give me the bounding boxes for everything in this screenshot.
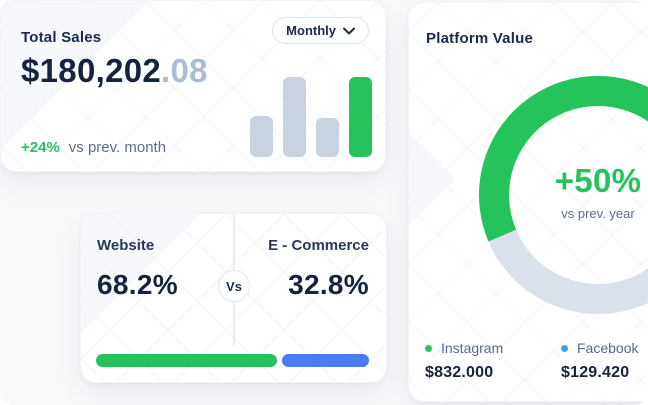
card-title: Total Sales bbox=[21, 29, 102, 47]
website-label: Website bbox=[97, 237, 155, 254]
facebook-label: Facebook bbox=[577, 340, 639, 356]
channel-comparison-card: Website 68.2% Vs E - Commerce 32.8% bbox=[80, 213, 387, 383]
ecommerce-stat: E - Commerce 32.8% bbox=[268, 238, 369, 301]
mini-bar bbox=[283, 77, 306, 157]
instagram-dot-icon bbox=[425, 344, 432, 352]
total-sales-card: Total Sales Monthly $180,202.08 +24% vs … bbox=[0, 0, 386, 172]
ecommerce-value: 32.8% bbox=[288, 269, 369, 300]
total-sales-amount: $180,202.08 bbox=[21, 49, 208, 93]
website-share-bar bbox=[96, 354, 277, 367]
period-dropdown[interactable]: Monthly bbox=[272, 17, 369, 44]
period-dropdown-value: Monthly bbox=[286, 23, 336, 38]
instagram-value: $832.000 bbox=[425, 364, 494, 381]
website-stat: Website 68.2% bbox=[97, 238, 178, 301]
ecommerce-label: E - Commerce bbox=[268, 237, 369, 254]
delta-badge: +24% bbox=[21, 139, 60, 156]
share-split-bar-chart bbox=[96, 354, 369, 367]
legend-facebook: Facebook $129.420 bbox=[561, 339, 638, 382]
card-title: Platform Value bbox=[426, 30, 534, 48]
delta-row: +24% vs prev. month bbox=[21, 139, 166, 156]
sales-mini-bar-chart bbox=[250, 73, 372, 157]
mini-bar bbox=[349, 77, 372, 157]
vs-badge: Vs bbox=[218, 270, 250, 302]
chevron-down-icon bbox=[343, 27, 355, 34]
mini-bar bbox=[316, 118, 339, 157]
delta-caption: vs prev. month bbox=[68, 139, 167, 156]
ecommerce-share-bar bbox=[281, 354, 369, 367]
growth-caption: vs prev. year bbox=[561, 206, 635, 221]
facebook-dot-icon bbox=[561, 344, 568, 352]
mini-bar bbox=[250, 116, 273, 157]
growth-value: +50% bbox=[554, 162, 642, 199]
platform-value-card: Platform Value +50% vs prev. year Instag… bbox=[408, 2, 648, 402]
legend-instagram: Instagram $832.000 bbox=[425, 339, 503, 382]
amount-main: $180,202 bbox=[21, 52, 162, 89]
instagram-label: Instagram bbox=[441, 340, 504, 356]
facebook-value: $129.420 bbox=[561, 364, 630, 381]
website-value: 68.2% bbox=[97, 269, 178, 300]
platform-donut-chart bbox=[479, 76, 648, 314]
donut-center-label: +50% vs prev. year bbox=[498, 161, 648, 221]
donut-green-segment bbox=[479, 76, 648, 270]
amount-decimals: .08 bbox=[161, 52, 208, 89]
